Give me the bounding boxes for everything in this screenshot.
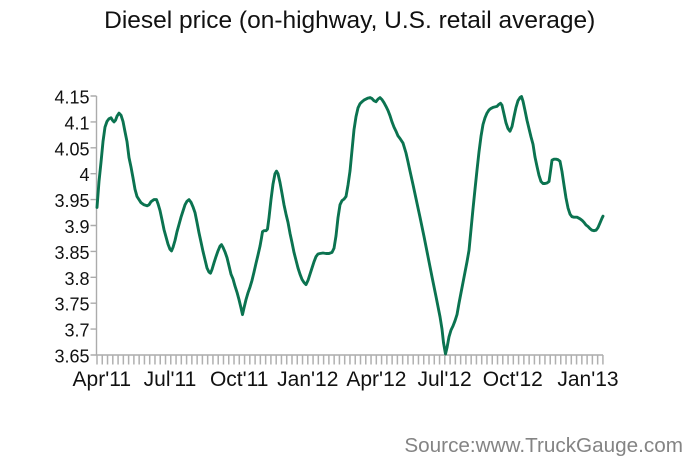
svg-text:3.9: 3.9: [64, 217, 89, 237]
svg-text:Jul'12: Jul'12: [417, 368, 471, 391]
svg-text:Apr'12: Apr'12: [346, 368, 406, 391]
svg-text:Source:www.TruckGauge.com: Source:www.TruckGauge.com: [404, 434, 683, 457]
svg-text:Apr'11: Apr'11: [73, 368, 132, 391]
svg-text:3.8: 3.8: [64, 269, 89, 289]
svg-text:Jan'12: Jan'12: [277, 368, 338, 391]
svg-text:3.65: 3.65: [54, 347, 89, 367]
svg-text:3.85: 3.85: [54, 243, 89, 263]
svg-text:4: 4: [79, 165, 89, 185]
svg-text:3.75: 3.75: [54, 295, 89, 315]
svg-text:3.7: 3.7: [64, 321, 89, 341]
svg-text:Diesel price (on-highway, U.S.: Diesel price (on-highway, U.S. retail av…: [104, 7, 595, 34]
svg-text:Oct'12: Oct'12: [483, 368, 543, 391]
svg-text:Jul'11: Jul'11: [144, 368, 197, 391]
svg-text:Oct'11: Oct'11: [210, 368, 268, 391]
svg-text:4.15: 4.15: [54, 88, 89, 108]
svg-text:3.95: 3.95: [54, 191, 89, 211]
svg-text:4.05: 4.05: [54, 139, 89, 159]
svg-text:4.1: 4.1: [64, 113, 89, 133]
svg-text:Jan'13: Jan'13: [557, 368, 618, 391]
